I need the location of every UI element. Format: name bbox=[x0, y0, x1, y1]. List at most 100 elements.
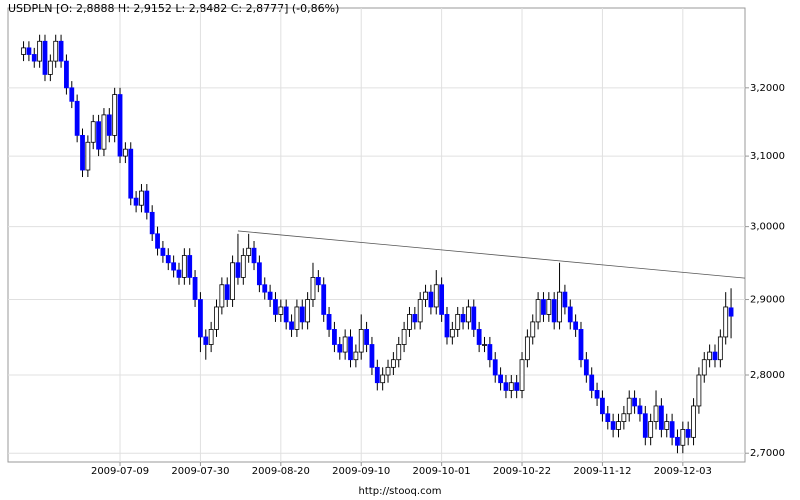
candle-body bbox=[717, 336, 723, 361]
candle-body bbox=[96, 121, 101, 150]
candle-body bbox=[299, 306, 305, 323]
candle-body bbox=[439, 284, 445, 315]
candle-body bbox=[267, 291, 273, 300]
trendline bbox=[237, 230, 746, 279]
candle-body bbox=[508, 382, 514, 391]
candle-body bbox=[117, 94, 123, 157]
candle-body bbox=[353, 351, 359, 361]
y-tick-label: 3,0000 bbox=[750, 222, 785, 233]
candle-body bbox=[348, 336, 353, 361]
candle-body bbox=[557, 291, 562, 323]
candle-body bbox=[315, 277, 321, 286]
candle-body bbox=[573, 321, 579, 330]
candle-body bbox=[412, 314, 418, 323]
candle-body bbox=[385, 366, 391, 376]
candle-body bbox=[589, 374, 595, 391]
candle-body bbox=[101, 114, 107, 150]
candle-body bbox=[273, 299, 278, 315]
candle-body bbox=[224, 284, 230, 300]
candle-body bbox=[358, 329, 364, 353]
candle-body bbox=[133, 197, 139, 206]
candle-body bbox=[74, 100, 80, 136]
candle-body bbox=[487, 344, 493, 361]
candle-body bbox=[230, 262, 235, 300]
candle-body bbox=[21, 47, 26, 55]
candle-body bbox=[675, 436, 680, 446]
candle-body bbox=[519, 359, 525, 391]
y-tick-label: 3,2000 bbox=[750, 83, 785, 94]
y-tick-label: 3,1000 bbox=[750, 151, 785, 162]
candle-body bbox=[53, 40, 59, 62]
x-tick-label: 2009-07-09 bbox=[91, 466, 149, 477]
candle-body bbox=[637, 405, 643, 415]
candle-body bbox=[240, 255, 246, 278]
candle-body bbox=[433, 284, 439, 308]
candle-body bbox=[278, 306, 284, 315]
candle-body bbox=[428, 291, 434, 308]
candle-body bbox=[69, 87, 75, 102]
candle-body bbox=[567, 306, 573, 323]
candle-body bbox=[642, 413, 648, 438]
candle-body bbox=[47, 60, 53, 75]
candle-body bbox=[369, 344, 375, 368]
candle-body bbox=[621, 413, 627, 422]
candle-body bbox=[283, 306, 289, 323]
candle-body bbox=[332, 329, 337, 345]
candle-body bbox=[701, 359, 707, 376]
candle-body bbox=[90, 121, 96, 143]
y-tick-label: 2,7000 bbox=[750, 448, 785, 459]
source: http://stooq.com bbox=[359, 486, 442, 497]
x-tick-label: 2009-08-20 bbox=[252, 466, 310, 477]
x-tick-label: 2009-12-03 bbox=[654, 466, 712, 477]
candle-body bbox=[144, 190, 150, 213]
candle-body bbox=[37, 40, 43, 62]
candle-body bbox=[444, 314, 450, 338]
candle-body bbox=[390, 359, 396, 368]
candle-body bbox=[176, 269, 182, 278]
candle-body bbox=[203, 336, 209, 345]
candle-body bbox=[305, 299, 311, 323]
candle-body bbox=[423, 291, 428, 300]
candle-body bbox=[407, 314, 412, 330]
candle-body bbox=[455, 314, 461, 330]
candle-body bbox=[417, 299, 423, 323]
candle-body bbox=[551, 299, 557, 323]
candle-body bbox=[541, 299, 546, 315]
chart-title: USDPLN [O: 2,8888 H: 2,9152 L: 2,8482 C:… bbox=[8, 2, 339, 15]
candle-body bbox=[669, 421, 675, 438]
candle-body bbox=[112, 94, 118, 136]
candle-body bbox=[401, 329, 407, 345]
y-tick-label: 2,9000 bbox=[750, 295, 785, 306]
candle-body bbox=[289, 321, 294, 330]
candle-body bbox=[632, 397, 637, 407]
candle-body bbox=[380, 374, 386, 384]
candle-body bbox=[691, 405, 696, 438]
candle-body bbox=[460, 314, 466, 323]
candle-body bbox=[58, 40, 64, 62]
x-tick-label: 2009-10-22 bbox=[493, 466, 551, 477]
candle-body bbox=[600, 397, 605, 415]
candle-body bbox=[208, 329, 214, 345]
candle-body bbox=[466, 306, 471, 323]
candle-body bbox=[326, 314, 332, 330]
candle-body bbox=[583, 359, 589, 376]
candle-body bbox=[696, 374, 702, 407]
candle-body bbox=[396, 344, 402, 361]
y-tick-label: 2,8000 bbox=[750, 370, 785, 381]
candle-body bbox=[160, 247, 166, 256]
candle-body bbox=[198, 299, 203, 338]
candle-body bbox=[707, 351, 713, 361]
candle-body bbox=[492, 359, 498, 376]
candle-body bbox=[562, 291, 568, 308]
candle-body bbox=[171, 262, 177, 271]
candle-body bbox=[181, 255, 187, 278]
candle-body bbox=[530, 321, 536, 338]
candle-body bbox=[503, 382, 509, 391]
candle-body bbox=[219, 284, 225, 308]
x-tick-label: 2009-10-01 bbox=[413, 466, 471, 477]
candle-body bbox=[235, 262, 241, 278]
candle-body bbox=[251, 247, 257, 264]
candle-body bbox=[712, 351, 718, 361]
candle-body bbox=[535, 299, 541, 323]
